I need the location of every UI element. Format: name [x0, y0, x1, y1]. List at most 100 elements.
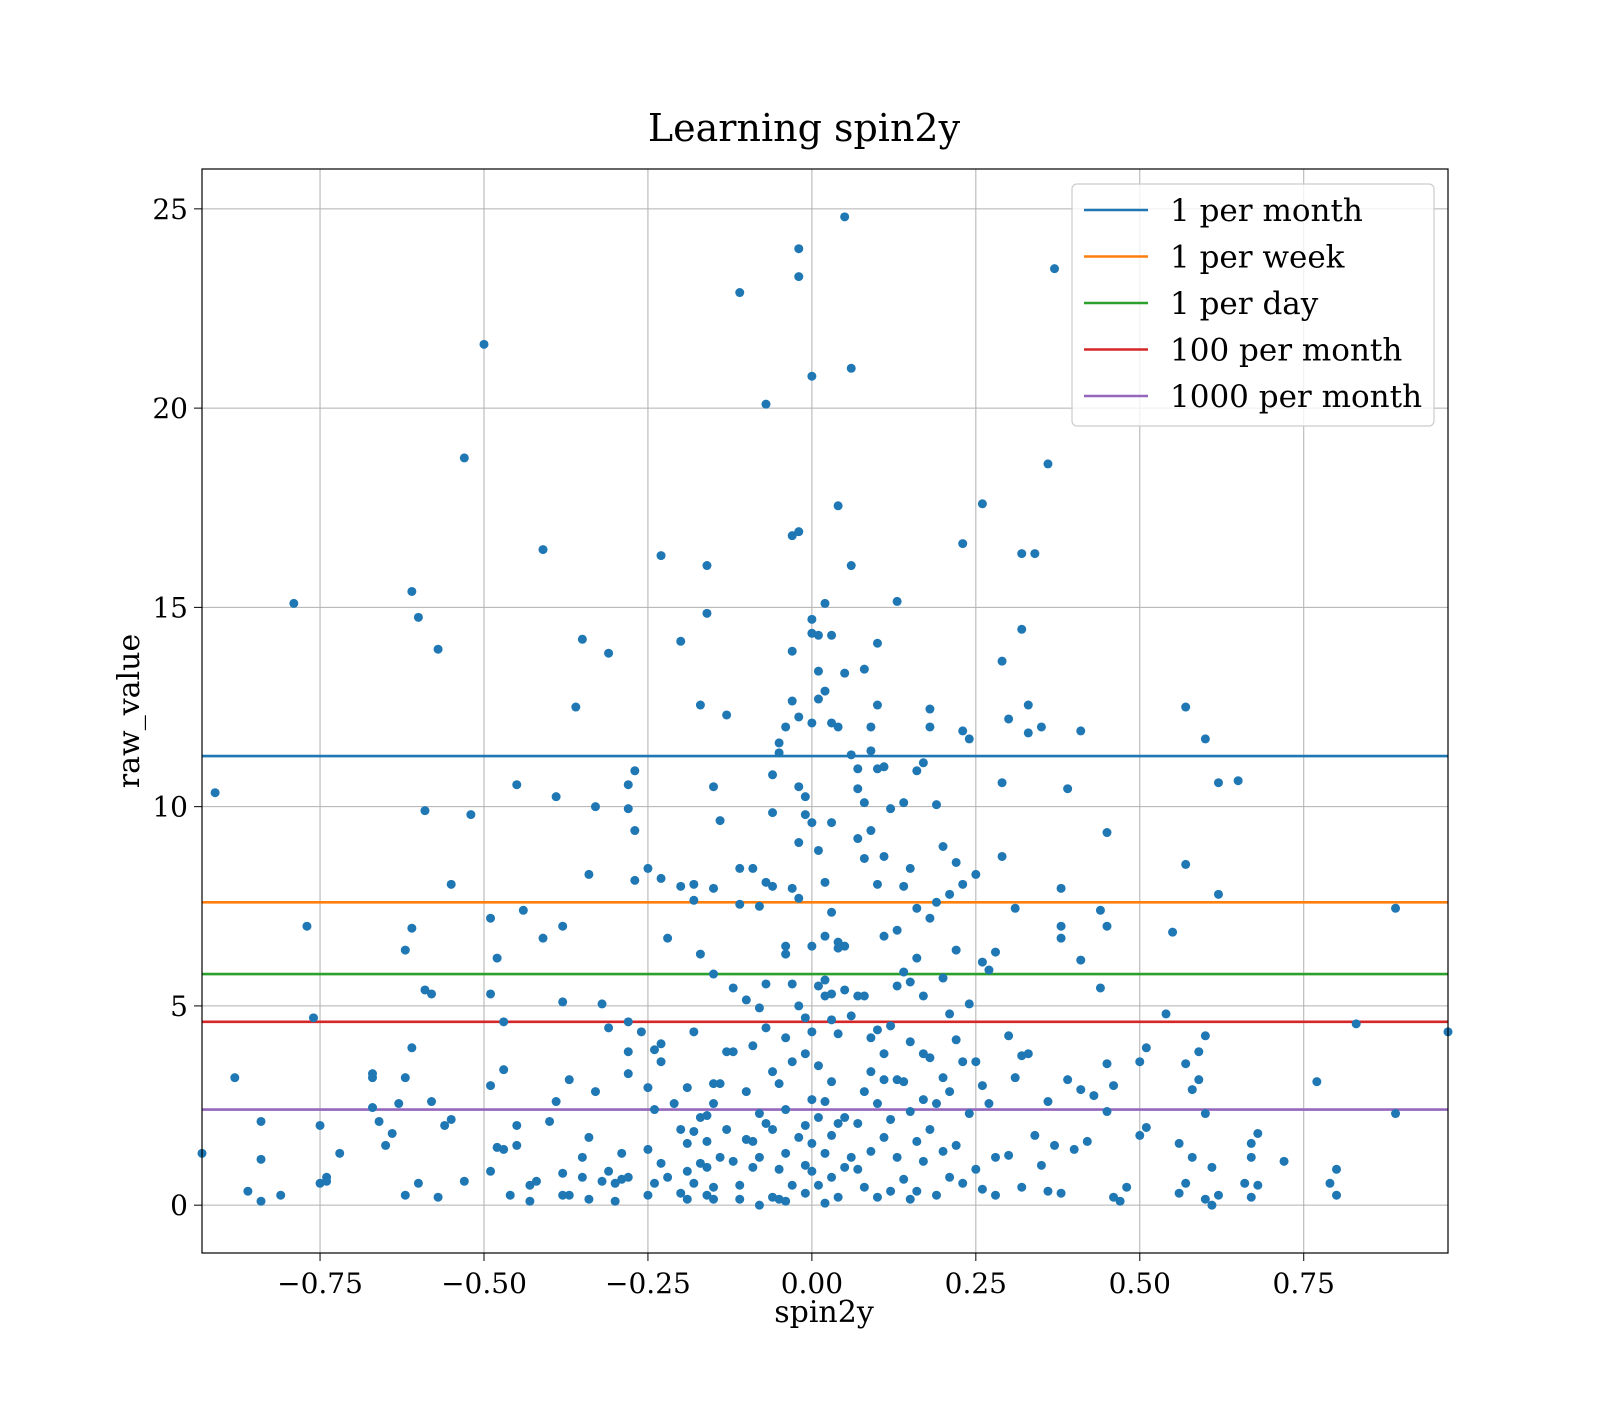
data-point — [1174, 1188, 1184, 1198]
data-point — [938, 1146, 948, 1156]
data-point — [840, 668, 850, 678]
data-point — [446, 1114, 456, 1124]
data-point — [1076, 1085, 1086, 1095]
y-tick-label: 5 — [170, 990, 188, 1023]
data-point — [807, 718, 817, 728]
data-point — [945, 889, 955, 899]
data-point — [991, 1190, 1001, 1200]
data-point — [407, 1043, 417, 1053]
data-point — [709, 1079, 719, 1089]
data-point — [623, 1172, 633, 1182]
data-point — [827, 989, 837, 999]
data-point — [794, 272, 804, 282]
data-point — [459, 453, 469, 463]
data-point — [820, 1198, 830, 1208]
data-point — [925, 913, 935, 923]
data-point — [846, 1152, 856, 1162]
data-point — [820, 931, 830, 941]
data-point — [879, 762, 889, 772]
data-point — [289, 598, 299, 608]
data-point — [781, 941, 791, 951]
data-point — [374, 1116, 384, 1126]
data-point — [905, 1194, 915, 1204]
data-point — [590, 1087, 600, 1097]
data-point — [794, 527, 804, 537]
data-point — [1325, 1178, 1335, 1188]
data-point — [1240, 1178, 1250, 1188]
data-point — [787, 883, 797, 893]
data-point — [702, 561, 712, 571]
data-point — [892, 596, 902, 606]
data-point — [623, 1017, 633, 1027]
data-point — [315, 1120, 325, 1130]
data-point — [1391, 1109, 1401, 1119]
data-point — [833, 1029, 843, 1039]
data-point — [754, 901, 764, 911]
data-point — [768, 770, 778, 780]
data-point — [794, 1132, 804, 1142]
data-point — [951, 1035, 961, 1045]
data-point — [459, 1176, 469, 1186]
data-point — [427, 989, 437, 999]
data-point — [1207, 1200, 1217, 1210]
data-point — [1102, 828, 1112, 838]
data-point — [479, 339, 489, 349]
data-point — [912, 766, 922, 776]
data-point — [682, 1083, 692, 1093]
data-point — [754, 1200, 764, 1210]
data-point — [518, 905, 528, 915]
data-point — [368, 1103, 378, 1113]
data-point — [866, 826, 876, 836]
data-point — [781, 1105, 791, 1115]
data-point — [833, 722, 843, 732]
data-point — [623, 1047, 633, 1057]
data-point — [886, 804, 896, 814]
data-point — [872, 1192, 882, 1202]
data-point — [787, 1057, 797, 1067]
data-point — [1082, 1136, 1092, 1146]
data-point — [1141, 1122, 1151, 1132]
data-point — [768, 881, 778, 891]
data-point — [558, 1168, 568, 1178]
data-point — [1017, 1182, 1027, 1192]
data-point — [728, 1156, 738, 1166]
data-point — [682, 1166, 692, 1176]
data-point — [689, 1027, 699, 1037]
data-point — [820, 1097, 830, 1107]
data-point — [918, 1156, 928, 1166]
data-point — [584, 869, 594, 879]
data-point — [256, 1196, 266, 1206]
data-point — [702, 1190, 712, 1200]
data-point — [656, 1057, 666, 1067]
data-point — [1017, 624, 1027, 634]
data-point — [931, 897, 941, 907]
data-point — [886, 1114, 896, 1124]
data-point — [899, 1077, 909, 1087]
data-point — [768, 1067, 778, 1077]
data-point — [984, 965, 994, 975]
legend-label: 1 per month — [1170, 193, 1363, 229]
data-point — [1056, 1188, 1066, 1198]
data-point — [787, 531, 797, 541]
data-point — [735, 1180, 745, 1190]
data-point — [649, 1105, 659, 1115]
x-tick-label: 0.25 — [945, 1267, 1007, 1300]
data-point — [702, 1111, 712, 1121]
data-point — [807, 1027, 817, 1037]
data-point — [794, 838, 804, 848]
data-point — [722, 1047, 732, 1057]
data-point — [905, 1107, 915, 1117]
data-point — [1200, 1109, 1210, 1119]
data-point — [1141, 1043, 1151, 1053]
data-point — [879, 1132, 889, 1142]
data-point — [774, 748, 784, 758]
data-point — [564, 1075, 574, 1085]
data-point — [997, 656, 1007, 666]
data-point — [1161, 1009, 1171, 1019]
data-point — [866, 746, 876, 756]
data-point — [551, 792, 561, 802]
legend-label: 100 per month — [1170, 333, 1402, 369]
data-point — [912, 903, 922, 913]
data-point — [558, 921, 568, 931]
data-point — [1004, 1031, 1014, 1041]
